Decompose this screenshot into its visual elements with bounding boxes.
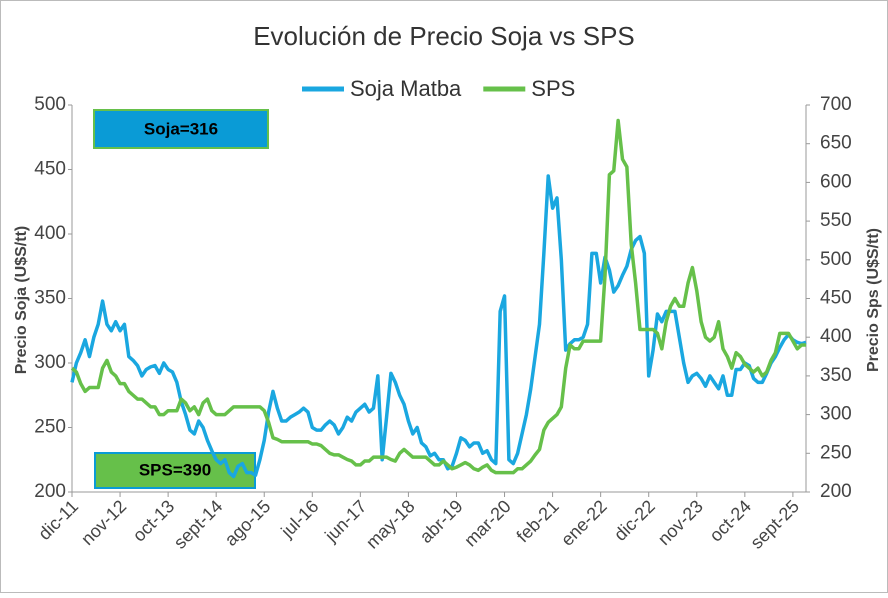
y2-tick-label: 550 (820, 210, 852, 231)
legend-label: SPS (531, 76, 575, 101)
chart-title: Evolución de Precio Soja vs SPS (253, 21, 635, 51)
series-line (70, 174, 807, 479)
y2-axis-title: Precio Sps (U$S/tt) (865, 228, 882, 372)
y2-tick-label: 200 (820, 481, 852, 502)
series-line (70, 118, 806, 475)
annotation-box (93, 109, 269, 149)
y-axis-title: Precio Soja (U$S/tt) (13, 226, 30, 374)
annotation: Soja=316 (144, 119, 218, 138)
y-tick-label: 350 (34, 288, 66, 309)
y2-tick-label: 500 (820, 249, 852, 270)
y2-tick-label: 700 (820, 94, 852, 115)
y2-tick-label: 450 (820, 288, 852, 309)
y-tick-label: 300 (34, 352, 66, 373)
y2-tick-label: 600 (820, 171, 852, 192)
y2-tick-label: 650 (820, 133, 852, 154)
y-tick-label: 500 (34, 94, 66, 115)
y-tick-label: 250 (34, 417, 66, 438)
y-tick-label: 200 (34, 481, 66, 502)
annotation: SPS=390 (139, 460, 211, 479)
y2-tick-label: 250 (820, 442, 852, 463)
y2-tick-label: 300 (820, 404, 852, 425)
y-tick-label: 450 (34, 159, 66, 180)
y-tick-label: 400 (34, 223, 66, 244)
y2-tick-label: 400 (820, 326, 852, 347)
y2-tick-label: 350 (820, 365, 852, 386)
legend-label: Soja Matba (350, 76, 462, 101)
